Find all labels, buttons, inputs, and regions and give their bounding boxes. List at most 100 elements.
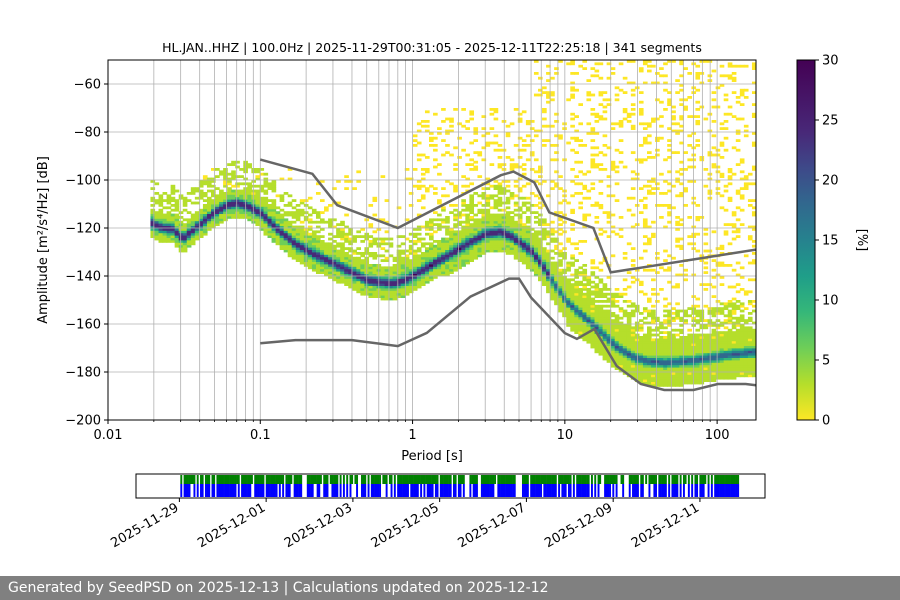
heatmap-cell	[340, 252, 345, 255]
heatmap-cell	[328, 271, 333, 274]
heatmap-cell	[481, 216, 487, 219]
heatmap-cell	[630, 345, 636, 349]
timeline-data-segment	[295, 475, 298, 484]
heatmap-cell	[453, 184, 458, 188]
heatmap-cell	[215, 218, 220, 222]
heatmap-cell	[739, 158, 745, 162]
heatmap-cell	[574, 242, 579, 246]
heatmap-cell	[546, 288, 551, 291]
heatmap-cell	[622, 331, 628, 334]
heatmap-cell	[449, 259, 454, 262]
heatmap-cell	[546, 276, 551, 279]
heatmap-cell	[372, 295, 378, 298]
heatmap-cell	[340, 249, 345, 253]
heatmap-cell	[594, 165, 600, 169]
heatmap-cell	[396, 264, 402, 267]
heatmap-cell	[574, 136, 579, 140]
timeline-data-segment	[216, 475, 219, 484]
heatmap-cell	[211, 220, 216, 224]
heatmap-cell	[154, 211, 160, 214]
heatmap-cell	[647, 355, 652, 358]
heatmap-cell	[493, 232, 499, 236]
heatmap-cell	[445, 244, 450, 248]
heatmap-cell	[679, 350, 684, 354]
heatmap-cell	[457, 136, 462, 140]
heatmap-cell	[412, 271, 418, 274]
heatmap-cell	[445, 256, 450, 260]
heatmap-cell	[667, 127, 672, 130]
timeline-data-segment	[607, 475, 610, 484]
timeline-data-segment	[668, 475, 671, 484]
heatmap-cell	[655, 117, 660, 121]
timeline-psd-segment	[553, 484, 556, 497]
timeline-data-segment	[402, 475, 405, 484]
heatmap-cell	[328, 256, 333, 260]
heatmap-cell	[558, 283, 563, 286]
heatmap-cell	[412, 139, 418, 142]
heatmap-cell	[372, 230, 378, 234]
heatmap-cell	[647, 309, 652, 313]
heatmap-cell	[699, 319, 705, 322]
heatmap-cell	[626, 312, 632, 315]
heatmap-cell	[517, 249, 523, 253]
heatmap-cell	[638, 283, 644, 286]
heatmap-cell	[166, 194, 172, 198]
heatmap-cell	[598, 345, 604, 349]
heatmap-cell	[384, 220, 390, 224]
heatmap-cell	[529, 228, 535, 231]
heatmap-cell	[679, 309, 684, 313]
heatmap-cell	[590, 187, 596, 190]
heatmap-cell	[675, 302, 680, 306]
timeline-data-segment	[356, 475, 359, 484]
heatmap-cell	[638, 336, 644, 339]
heatmap-cell	[384, 297, 390, 301]
heatmap-cell	[703, 362, 709, 366]
heatmap-cell	[651, 292, 656, 296]
heatmap-cell	[505, 249, 511, 253]
heatmap-cell	[651, 328, 656, 332]
heatmap-cell	[433, 230, 438, 234]
heatmap-cell	[667, 100, 672, 104]
heatmap-cell	[598, 261, 604, 265]
heatmap-cell	[429, 254, 434, 258]
heatmap-cell	[731, 285, 737, 289]
heatmap-cell	[485, 240, 491, 243]
heatmap-cell	[671, 117, 676, 121]
heatmap-cell	[267, 184, 273, 188]
heatmap-cell	[194, 218, 200, 222]
timeline-data-segment	[349, 475, 352, 484]
heatmap-cell	[267, 225, 273, 229]
heatmap-cell	[614, 357, 620, 361]
heatmap-cell	[719, 357, 725, 361]
heatmap-cell	[590, 271, 596, 274]
timeline-psd-segment	[372, 484, 375, 497]
heatmap-cell	[311, 235, 317, 238]
heatmap-cell	[227, 192, 232, 195]
heatmap-cell	[675, 352, 680, 356]
heatmap-cell	[735, 132, 741, 135]
heatmap-cell	[598, 163, 604, 166]
heatmap-cell	[424, 276, 430, 279]
heatmap-cell	[638, 100, 644, 104]
heatmap-cell	[437, 256, 442, 260]
heatmap-cell	[723, 307, 729, 310]
heatmap-cell	[320, 266, 325, 270]
heatmap-cell	[400, 252, 406, 255]
heatmap-cell	[574, 175, 579, 178]
heatmap-cell	[489, 232, 495, 236]
timeline-data-segment	[489, 475, 492, 484]
heatmap-cell	[368, 278, 374, 282]
heatmap-cell	[570, 117, 575, 121]
heatmap-cell	[743, 124, 749, 128]
heatmap-cell	[590, 165, 596, 169]
heatmap-cell	[441, 264, 446, 267]
heatmap-cell	[533, 249, 539, 253]
heatmap-cell	[255, 220, 261, 224]
heatmap-cell	[247, 206, 252, 210]
heatmap-cell	[675, 129, 680, 133]
heatmap-cell	[695, 376, 701, 380]
heatmap-cell	[550, 230, 555, 234]
timeline-psd-segment	[200, 484, 202, 497]
heatmap-cell	[723, 230, 729, 234]
heatmap-cell	[517, 240, 523, 243]
